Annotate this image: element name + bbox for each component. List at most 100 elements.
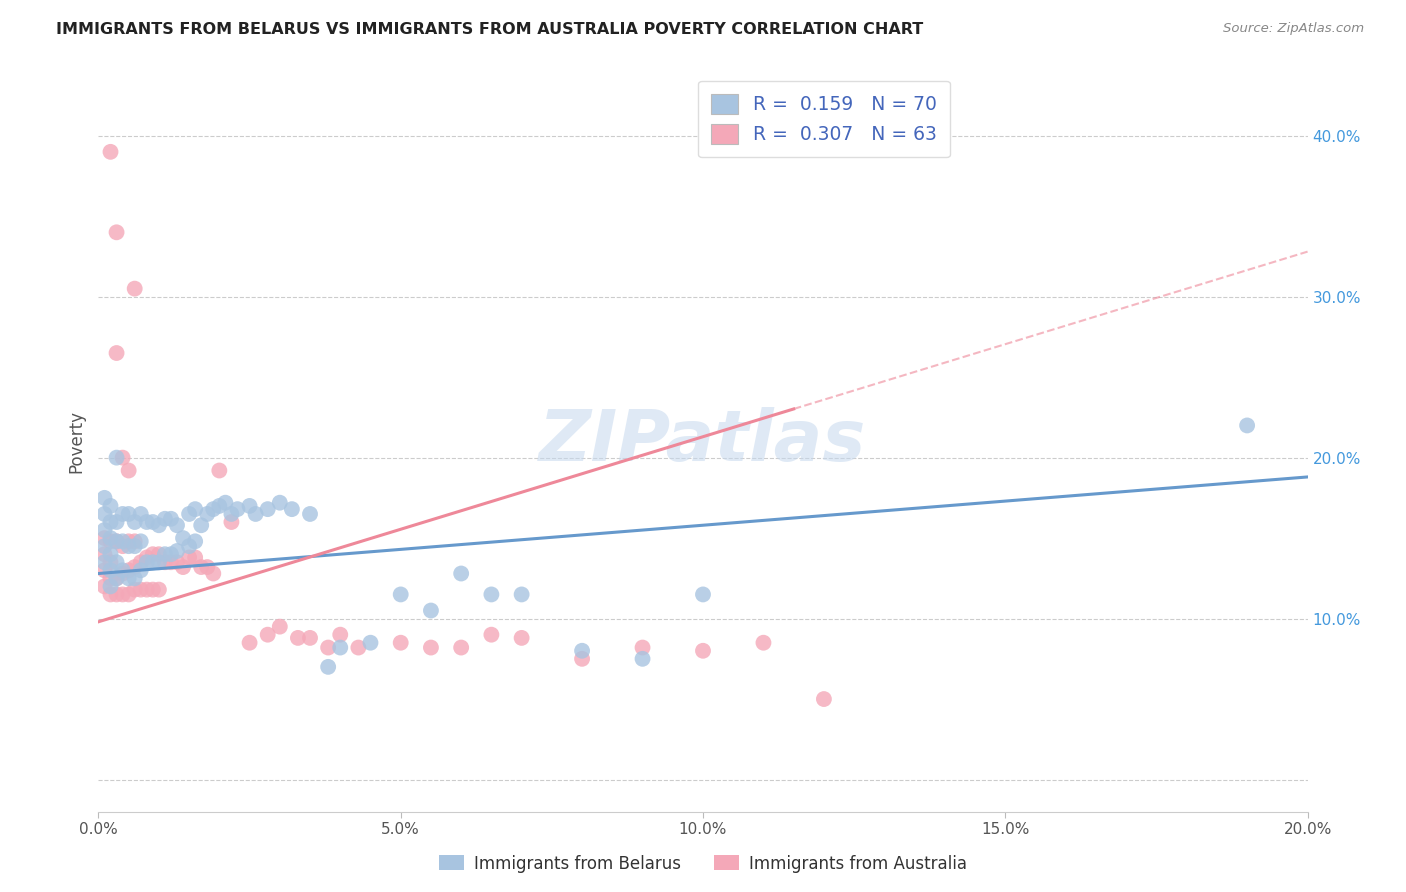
Point [510,631,533,645]
Point [1236,418,1258,433]
Point [135,582,157,597]
Point [111,566,134,581]
Legend: R =  0.159   N = 70, R =  0.307   N = 63: R = 0.159 N = 70, R = 0.307 N = 63 [699,81,949,157]
Point [100,547,122,561]
Point [202,502,225,516]
Point [118,507,141,521]
Point [481,587,503,601]
Point [195,560,218,574]
Point [93,539,115,553]
Point [269,496,291,510]
Point [190,560,212,574]
Point [93,555,115,569]
Point [142,582,165,597]
Point [111,534,134,549]
Point [135,555,157,569]
Point [510,587,533,601]
Point [347,640,370,655]
Text: ZIPatlas: ZIPatlas [540,407,866,476]
Point [100,531,122,545]
Point [135,515,157,529]
Point [100,145,122,159]
Point [813,692,835,706]
Point [124,539,146,553]
Point [124,534,146,549]
Point [214,496,236,510]
Point [360,636,382,650]
Point [450,566,472,581]
Point [226,502,249,516]
Point [93,491,115,505]
Point [111,587,134,601]
Point [118,571,141,585]
Point [184,502,207,516]
Point [118,534,141,549]
Point [129,582,152,597]
Point [631,652,654,666]
Point [256,502,278,516]
Point [148,555,170,569]
Point [100,579,122,593]
Point [299,631,322,645]
Point [281,502,304,516]
Point [184,550,207,565]
Point [118,539,141,553]
Point [166,555,188,569]
Point [571,644,593,658]
Point [100,534,122,549]
Point [118,563,141,577]
Point [124,282,146,296]
Point [329,628,352,642]
Point [221,507,243,521]
Point [105,534,128,549]
Point [111,563,134,577]
Point [239,636,262,650]
Point [111,539,134,553]
Point [142,547,165,561]
Point [100,563,122,577]
Point [420,640,443,655]
Text: IMMIGRANTS FROM BELARUS VS IMMIGRANTS FROM AUSTRALIA POVERTY CORRELATION CHART: IMMIGRANTS FROM BELARUS VS IMMIGRANTS FR… [56,22,924,37]
Point [692,587,714,601]
Point [179,539,201,553]
Point [105,450,128,465]
Point [160,512,183,526]
Point [481,628,503,642]
Point [208,463,231,477]
Point [221,515,243,529]
Point [269,619,291,633]
Point [153,547,176,561]
Point [239,499,262,513]
Point [129,555,152,569]
Point [111,507,134,521]
Point [129,534,152,549]
Point [105,346,128,360]
Point [93,523,115,537]
Point [316,640,339,655]
Point [450,640,472,655]
Point [160,555,183,569]
Point [129,507,152,521]
Point [299,507,322,521]
Point [142,555,165,569]
Point [202,566,225,581]
Point [184,534,207,549]
Point [118,587,141,601]
Point [100,587,122,601]
Point [105,587,128,601]
Text: Source: ZipAtlas.com: Source: ZipAtlas.com [1223,22,1364,36]
Point [124,582,146,597]
Point [148,582,170,597]
Point [148,547,170,561]
Point [135,550,157,565]
Point [100,499,122,513]
Point [100,571,122,585]
Point [571,652,593,666]
Point [160,547,183,561]
Point [153,555,176,569]
Point [105,571,128,585]
Point [142,515,165,529]
Point [93,547,115,561]
Point [105,515,128,529]
Point [195,507,218,521]
